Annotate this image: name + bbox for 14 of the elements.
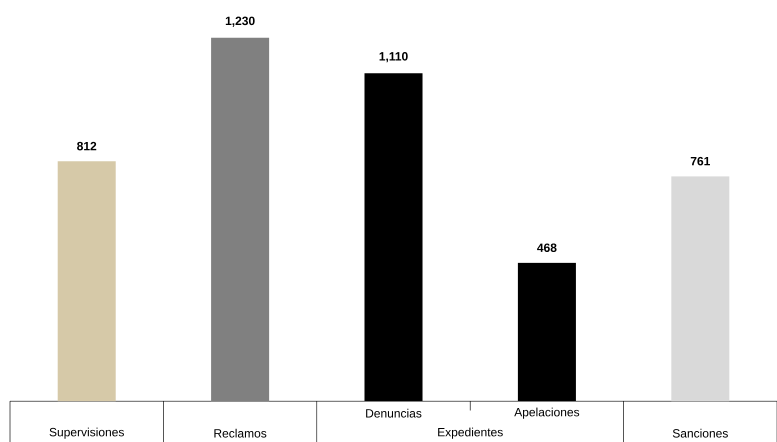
bar bbox=[671, 176, 730, 402]
bar bbox=[211, 38, 270, 402]
data-label: 761 bbox=[690, 156, 710, 166]
data-label: 1,230 bbox=[226, 16, 255, 27]
x-tick-label: Denuncias bbox=[366, 408, 422, 418]
x-tick-label: Reclamos bbox=[214, 428, 266, 438]
text: Expedientes bbox=[438, 427, 503, 439]
data-label: 812 bbox=[77, 142, 96, 150]
x-tick-label: Sanciones bbox=[672, 428, 728, 438]
data-label: 1,110 bbox=[380, 52, 408, 62]
bar bbox=[58, 161, 116, 402]
x-tick-label: Supervisiones bbox=[50, 427, 124, 439]
x-tick-label: Apelaciones bbox=[514, 407, 580, 419]
data-label: 468 bbox=[537, 243, 557, 252]
